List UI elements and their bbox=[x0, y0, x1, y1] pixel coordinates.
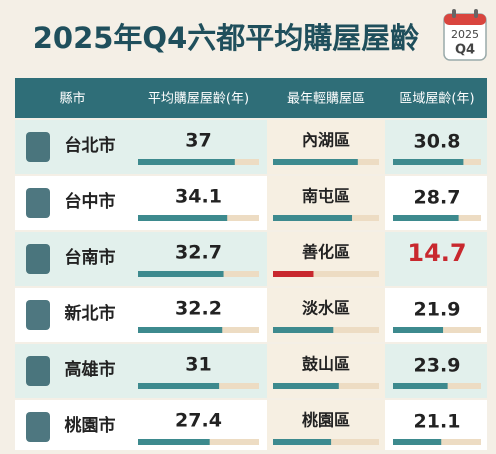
city-icon bbox=[26, 132, 50, 162]
bar bbox=[273, 215, 353, 221]
bar bbox=[138, 159, 235, 165]
city-name: 台北市 bbox=[65, 135, 116, 156]
bar bbox=[138, 383, 220, 389]
avg-age: 32.7 bbox=[175, 242, 222, 264]
bar bbox=[138, 271, 224, 277]
district-name: 桃園區 bbox=[302, 411, 350, 430]
city-icon bbox=[26, 188, 50, 218]
bar bbox=[273, 159, 358, 165]
city-icon bbox=[26, 356, 50, 386]
district-name: 淡水區 bbox=[302, 299, 350, 318]
bar bbox=[393, 159, 464, 165]
bar-track bbox=[273, 271, 379, 277]
bar bbox=[138, 215, 228, 221]
city-icon bbox=[26, 244, 50, 274]
city-name: 台中市 bbox=[65, 191, 116, 212]
column-header: 最年輕購屋區 bbox=[287, 92, 365, 107]
badge-year: 2025 bbox=[451, 28, 479, 41]
district-age: 21.1 bbox=[414, 411, 461, 433]
bar bbox=[273, 271, 314, 277]
bar bbox=[138, 439, 210, 445]
column-header: 區域屋齡(年) bbox=[399, 92, 474, 107]
bar bbox=[393, 439, 442, 445]
bar bbox=[393, 215, 459, 221]
district-age: 21.9 bbox=[414, 299, 461, 321]
city-icon bbox=[26, 412, 50, 442]
bar bbox=[273, 439, 332, 445]
column-header: 縣市 bbox=[59, 91, 85, 107]
avg-age: 37 bbox=[185, 130, 211, 152]
bar bbox=[138, 327, 223, 333]
district-age: 28.7 bbox=[414, 187, 461, 209]
city-icon bbox=[26, 300, 50, 330]
badge-quarter: Q4 bbox=[455, 43, 475, 58]
district-age: 23.9 bbox=[414, 355, 461, 377]
avg-age: 27.4 bbox=[175, 410, 222, 432]
bar bbox=[273, 383, 339, 389]
city-name: 新北市 bbox=[65, 303, 116, 324]
column-header: 平均購屋屋齡(年) bbox=[148, 92, 249, 107]
avg-age: 31 bbox=[185, 354, 211, 376]
bar bbox=[273, 327, 334, 333]
bar bbox=[393, 383, 448, 389]
city-name: 台南市 bbox=[65, 247, 116, 268]
district-name: 內湖區 bbox=[302, 131, 350, 150]
district-name: 善化區 bbox=[302, 243, 350, 262]
calendar-icon: 2025 Q4 bbox=[443, 9, 487, 61]
avg-age: 32.2 bbox=[175, 298, 222, 320]
district-name: 南屯區 bbox=[302, 187, 350, 206]
city-name: 高雄市 bbox=[65, 359, 116, 380]
district-age: 14.7 bbox=[407, 239, 466, 267]
city-name: 桃園市 bbox=[65, 415, 116, 436]
title: 2025年Q4六都平均購屋屋齡 bbox=[33, 21, 420, 55]
district-age: 30.8 bbox=[414, 131, 461, 153]
district-name: 鼓山區 bbox=[302, 355, 350, 374]
avg-age: 34.1 bbox=[175, 186, 222, 208]
header-row bbox=[15, 78, 487, 118]
bar bbox=[393, 327, 444, 333]
